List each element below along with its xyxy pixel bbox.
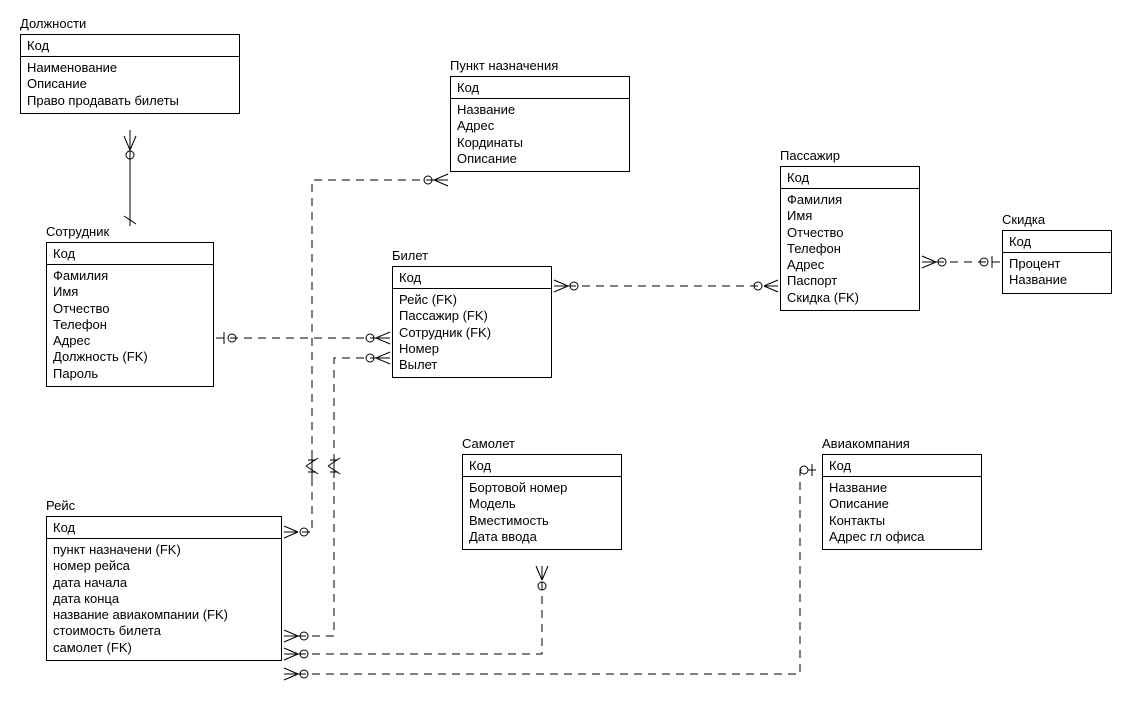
attr: Адрес гл офиса	[829, 529, 975, 545]
entity-discount-title: Скидка	[1002, 212, 1045, 227]
attr: Описание	[457, 151, 623, 167]
attr: Наименование	[27, 60, 233, 76]
entity-positions-title: Должности	[20, 16, 86, 31]
entity-flight-title: Рейс	[46, 498, 75, 513]
attr: Адрес	[787, 257, 913, 273]
attr: Описание	[27, 76, 233, 92]
entity-destination: Пункт назначения Код Название Адрес Корд…	[450, 60, 630, 172]
attr: Телефон	[787, 241, 913, 257]
entity-destination-title: Пункт назначения	[450, 58, 558, 73]
attr: Пассажир (FK)	[399, 308, 545, 324]
er-canvas: Должности Код Наименование Описание Прав…	[0, 0, 1130, 703]
entity-discount-pk: Код	[1003, 231, 1111, 253]
attr: Должность (FK)	[53, 349, 207, 365]
stacked-feet-mid	[306, 456, 340, 478]
entity-flight-pk: Код	[47, 517, 281, 539]
attr: Название	[1009, 272, 1105, 288]
entity-passenger-pk: Код	[781, 167, 919, 189]
entity-airplane-pk: Код	[463, 455, 621, 477]
entity-employee: Сотрудник Код Фамилия Имя Отчество Телеф…	[46, 226, 214, 387]
attr: дата начала	[53, 575, 275, 591]
entity-positions-pk: Код	[21, 35, 239, 57]
attr: Отчество	[787, 225, 913, 241]
attr: Сотрудник (FK)	[399, 325, 545, 341]
attr: Модель	[469, 496, 615, 512]
attr: Паспорт	[787, 273, 913, 289]
rel-flight-airplane	[284, 566, 548, 660]
attr: Скидка (FK)	[787, 290, 913, 306]
attr: Вместимость	[469, 513, 615, 529]
attr: Процент	[1009, 256, 1105, 272]
entity-employee-pk: Код	[47, 243, 213, 265]
attr: номер рейса	[53, 558, 275, 574]
rel-passenger-discount	[922, 256, 1000, 268]
rel-flight-ticket	[284, 352, 390, 642]
entity-ticket-title: Билет	[392, 248, 428, 263]
entity-discount: Скидка Код Процент Название	[1002, 214, 1112, 294]
attr: Бортовой номер	[469, 480, 615, 496]
entity-airline-title: Авиакомпания	[822, 436, 910, 451]
attr: Имя	[787, 208, 913, 224]
attr: самолет (FK)	[53, 640, 275, 656]
entity-employee-title: Сотрудник	[46, 224, 109, 239]
attr: дата конца	[53, 591, 275, 607]
rel-employee-ticket	[216, 332, 390, 344]
entity-passenger: Пассажир Код Фамилия Имя Отчество Телефо…	[780, 150, 920, 311]
attr: стоимость билета	[53, 623, 275, 639]
attr: Вылет	[399, 357, 545, 373]
attr: Кординаты	[457, 135, 623, 151]
attr: Номер	[399, 341, 545, 357]
attr: Название	[829, 480, 975, 496]
attr: Дата ввода	[469, 529, 615, 545]
attr: Контакты	[829, 513, 975, 529]
entity-airline-pk: Код	[823, 455, 981, 477]
entity-positions: Должности Код Наименование Описание Прав…	[20, 18, 240, 114]
attr: Отчество	[53, 301, 207, 317]
attr: Название	[457, 102, 623, 118]
entity-passenger-title: Пассажир	[780, 148, 840, 163]
entity-airline: Авиакомпания Код Название Описание Конта…	[822, 438, 982, 550]
attr: Телефон	[53, 317, 207, 333]
attr: пункт назначени (FK)	[53, 542, 275, 558]
attr: Имя	[53, 284, 207, 300]
attr: Право продавать билеты	[27, 93, 233, 109]
attr: Фамилия	[787, 192, 913, 208]
attr: Адрес	[457, 118, 623, 134]
entity-airplane-title: Самолет	[462, 436, 515, 451]
entity-ticket-pk: Код	[393, 267, 551, 289]
attr: Рейс (FK)	[399, 292, 545, 308]
entity-airplane: Самолет Код Бортовой номер Модель Вмести…	[462, 438, 622, 550]
entity-ticket: Билет Код Рейс (FK) Пассажир (FK) Сотруд…	[392, 250, 552, 378]
attr: название авиакомпании (FK)	[53, 607, 275, 623]
attr: Описание	[829, 496, 975, 512]
attr: Пароль	[53, 366, 207, 382]
entity-flight: Рейс Код пункт назначени (FK) номер рейс…	[46, 500, 282, 661]
rel-ticket-passenger	[554, 280, 778, 292]
entity-destination-pk: Код	[451, 77, 629, 99]
attr: Адрес	[53, 333, 207, 349]
attr: Фамилия	[53, 268, 207, 284]
